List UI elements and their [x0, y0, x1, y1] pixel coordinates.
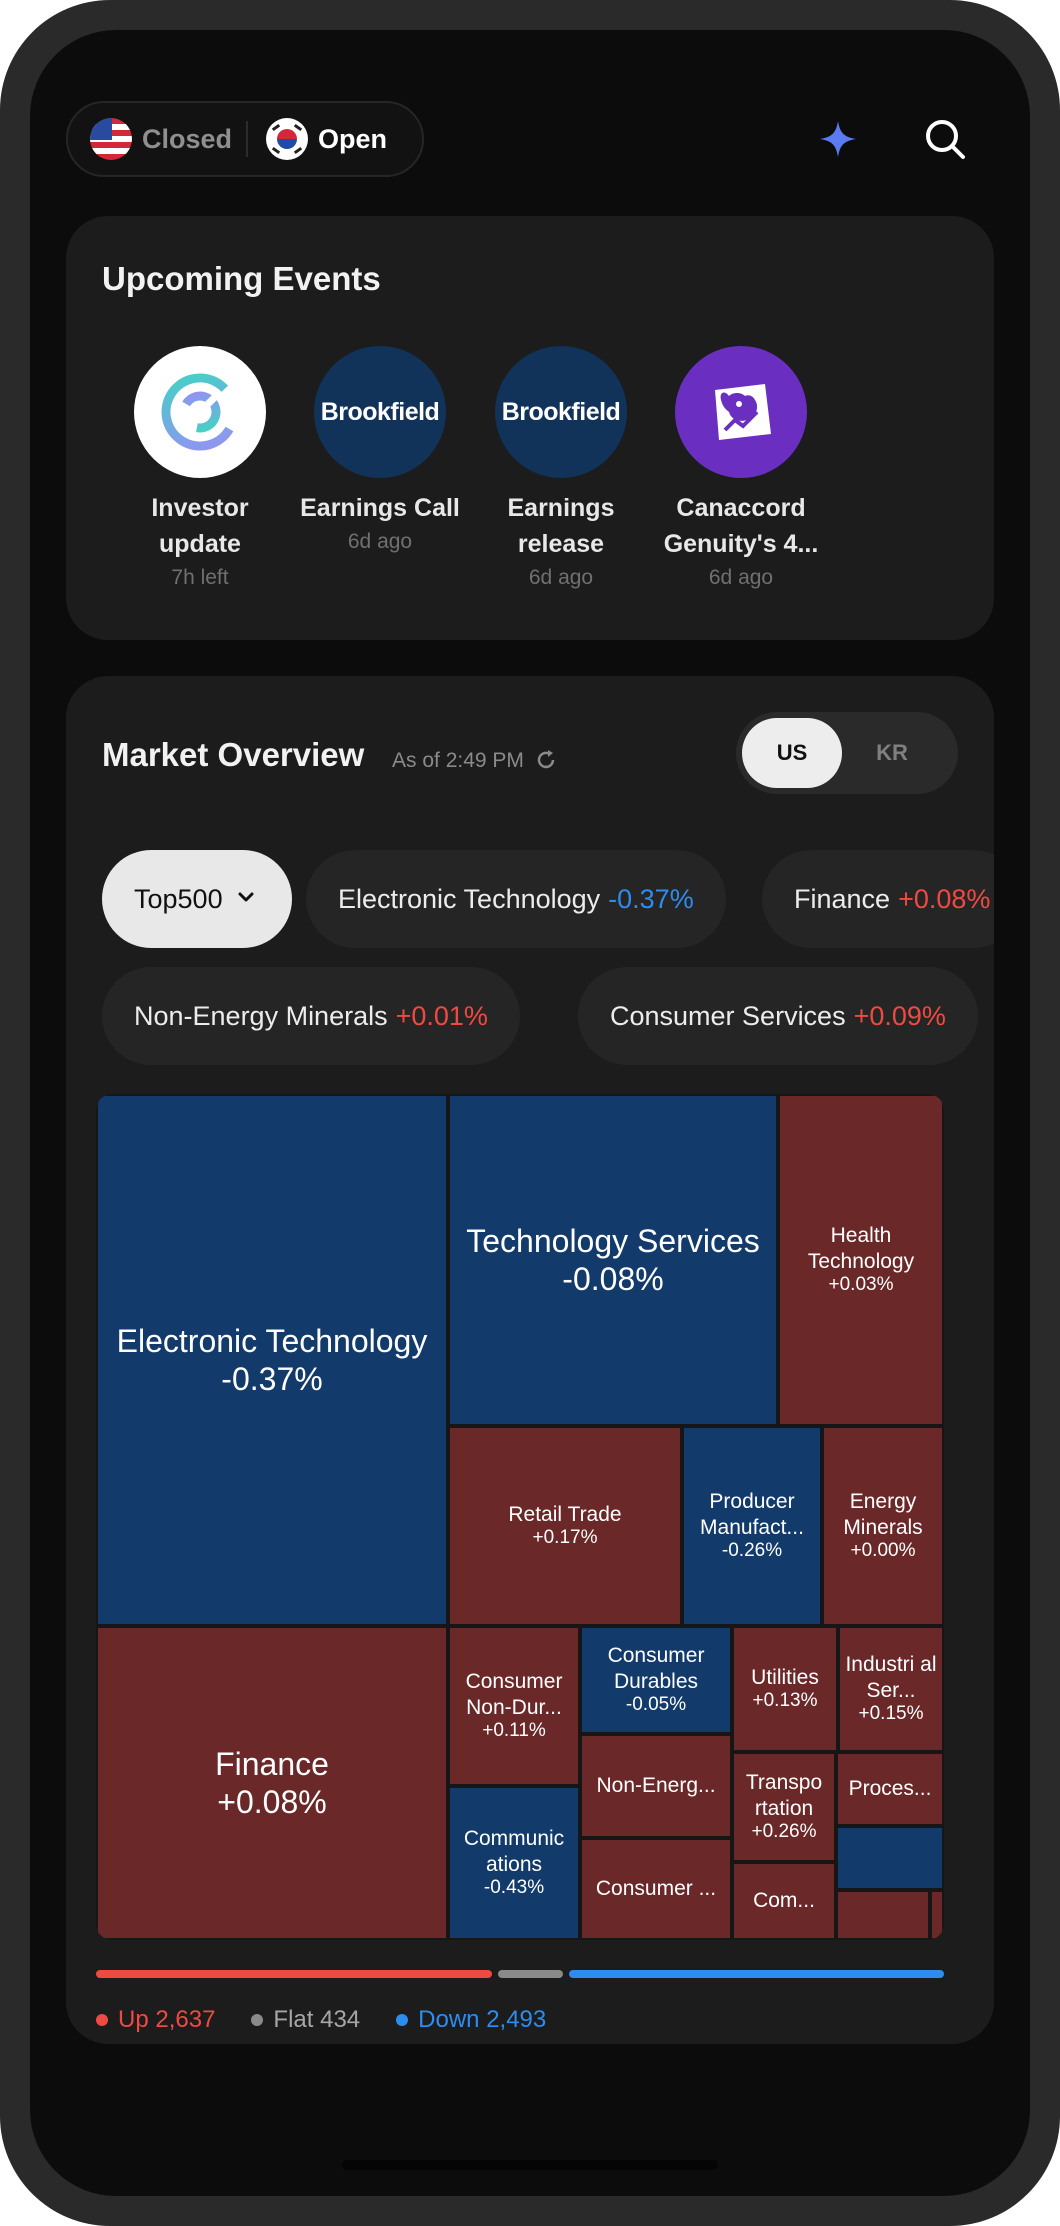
- market-status-pill[interactable]: Closed Open: [66, 101, 424, 177]
- filter-label: Top500: [134, 883, 223, 914]
- dog-logo-icon: [675, 346, 807, 478]
- down-dot-icon: [396, 2014, 409, 2026]
- home-indicator[interactable]: [342, 2160, 718, 2170]
- chip-change: +0.08%: [898, 883, 991, 914]
- as-of-time: As of 2:49 PM: [392, 744, 558, 778]
- treemap-tile[interactable]: Electronic Technology -0.37%: [96, 1094, 448, 1626]
- treemap-tile[interactable]: Communic ations -0.43%: [448, 1786, 580, 1940]
- kr-flag-icon: [266, 118, 308, 160]
- flat-count: Flat 434: [251, 2006, 360, 2034]
- region-toggle[interactable]: US KR: [736, 712, 958, 794]
- flat-label: Flat: [273, 2006, 314, 2033]
- breadth-up-segment: [96, 1970, 493, 1978]
- market-breadth-bar: [96, 1970, 944, 1978]
- chip-name: Consumer Services: [610, 1000, 846, 1031]
- treemap-tile[interactable]: Industri al Ser... +0.15%: [838, 1626, 944, 1752]
- sector-chip[interactable]: Consumer Services +0.09%: [578, 967, 978, 1065]
- treemap-tile[interactable]: Finance +0.08%: [96, 1626, 448, 1940]
- treemap-tile[interactable]: Utilities +0.13%: [732, 1626, 838, 1752]
- treemap-tile[interactable]: Energy Minerals +0.00%: [822, 1426, 944, 1626]
- treemap-tile[interactable]: [836, 1890, 930, 1940]
- treemap-tile[interactable]: Non-Energ...: [580, 1734, 732, 1838]
- treemap-tile[interactable]: Consumer Durables -0.05%: [580, 1626, 732, 1734]
- sector-chip[interactable]: Finance +0.08%: [762, 850, 994, 948]
- treemap-tile[interactable]: Transpo rtation +0.26%: [732, 1752, 836, 1862]
- event-name: Earnings Call: [300, 494, 460, 522]
- event-name: Canaccord Genuity's 4...: [663, 494, 819, 558]
- divider: [246, 121, 248, 157]
- top500-filter-dropdown[interactable]: Top500: [102, 850, 292, 948]
- treemap-tile[interactable]: Technology Services -0.08%: [448, 1094, 778, 1426]
- events-title: Upcoming Events: [102, 260, 381, 297]
- event-name: Investor update: [151, 494, 249, 558]
- down-count: Down 2,493: [396, 2006, 546, 2034]
- us-market-status[interactable]: Closed: [68, 103, 246, 175]
- upcoming-events-card: Upcoming Events Investor update 7h left …: [66, 216, 994, 640]
- event-time: 7h left: [171, 566, 229, 589]
- chip-change: +0.09%: [853, 1000, 946, 1031]
- down-value: 2,493: [486, 2006, 547, 2033]
- event-time: 6d ago: [708, 566, 774, 589]
- event-time: 6d ago: [528, 566, 594, 589]
- chip-change: -0.37%: [608, 883, 694, 914]
- treemap-tile[interactable]: Retail Trade +0.17%: [448, 1426, 682, 1626]
- up-value: 2,637: [155, 2006, 216, 2033]
- sector-chip[interactable]: Electronic Technology -0.37%: [306, 850, 726, 948]
- event-item[interactable]: Investor update 7h left: [110, 346, 290, 590]
- sparkle-icon[interactable]: [813, 114, 863, 164]
- treemap-tile[interactable]: Com...: [732, 1862, 836, 1940]
- treemap-tile[interactable]: Consumer Non-Dur... +0.11%: [448, 1626, 580, 1786]
- event-name: Earnings release: [507, 494, 615, 558]
- breadth-down-segment: [569, 1970, 944, 1978]
- chip-name: Finance: [794, 883, 891, 914]
- treemap-tile[interactable]: Health Technology +0.03%: [778, 1094, 944, 1426]
- breadth-flat-segment: [498, 1970, 564, 1978]
- search-icon[interactable]: [918, 112, 972, 166]
- region-us-button[interactable]: US: [742, 718, 842, 788]
- region-kr-button[interactable]: KR: [876, 740, 908, 765]
- chip-name: Non-Energy Minerals: [134, 1000, 388, 1031]
- brookfield-logo: Brookfield: [314, 346, 446, 478]
- us-flag-icon: [90, 118, 132, 160]
- chip-name: Electronic Technology: [338, 883, 601, 914]
- up-dot-icon: [96, 2014, 108, 2026]
- flat-dot-icon: [251, 2014, 264, 2026]
- refresh-icon[interactable]: [534, 748, 558, 778]
- kr-market-label: Open: [318, 123, 388, 154]
- treemap-tile[interactable]: [836, 1826, 944, 1890]
- treemap-tile[interactable]: Proces...: [836, 1752, 944, 1826]
- overview-title: Market Overview: [102, 736, 365, 773]
- treemap-tile[interactable]: Consumer ...: [580, 1838, 732, 1940]
- kr-market-status[interactable]: Open: [248, 103, 387, 175]
- ring-logo-icon: [134, 346, 266, 478]
- event-time: 6d ago: [347, 530, 413, 553]
- sector-chip[interactable]: Non-Energy Minerals +0.01%: [102, 967, 520, 1065]
- event-item[interactable]: Brookfield Earnings Call 6d ago: [290, 346, 470, 554]
- event-item[interactable]: Canaccord Genuity's 4... 6d ago: [651, 346, 831, 590]
- breadth-legend: Up 2,637 Flat 434 Down 2,493: [96, 2006, 582, 2034]
- sector-treemap: Electronic Technology -0.37% Technology S…: [96, 1094, 944, 1940]
- up-label: Up: [118, 2006, 149, 2033]
- app-screen: Closed Open Upcoming Events: [30, 30, 1030, 2196]
- brookfield-logo: Brookfield: [495, 346, 627, 478]
- treemap-tile[interactable]: [930, 1890, 944, 1940]
- treemap-tile[interactable]: Producer Manufact... -0.26%: [682, 1426, 822, 1626]
- chevron-down-icon: [235, 884, 257, 915]
- as-of-label: As of 2:49 PM: [392, 749, 524, 772]
- event-item[interactable]: Brookfield Earnings release 6d ago: [471, 346, 651, 590]
- us-market-label: Closed: [142, 123, 233, 154]
- up-count: Up 2,637: [96, 2006, 215, 2034]
- flat-value: 434: [320, 2006, 361, 2033]
- down-label: Down: [418, 2006, 480, 2033]
- chip-change: +0.01%: [395, 1000, 488, 1031]
